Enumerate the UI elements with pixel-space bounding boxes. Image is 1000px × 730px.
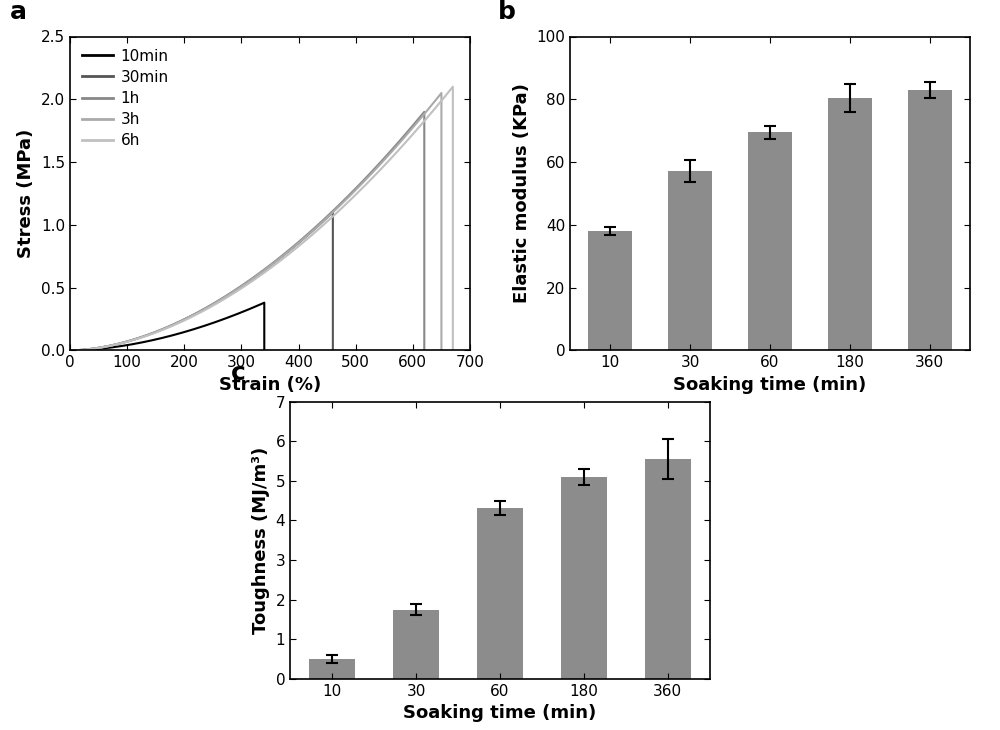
10min	[208, 318, 220, 327]
3h	[64, 346, 76, 355]
1h	[126, 336, 138, 345]
30min	[64, 346, 76, 355]
1h	[327, 207, 339, 215]
Bar	[561, 477, 607, 679]
30min	[110, 340, 122, 349]
X-axis label: Strain (%): Strain (%)	[219, 376, 321, 393]
6h	[213, 298, 225, 307]
3h	[339, 196, 351, 204]
3h	[208, 299, 220, 308]
Line: 30min: 30min	[70, 212, 333, 350]
10min	[98, 344, 110, 353]
Bar	[309, 659, 355, 679]
1h	[193, 307, 205, 316]
3h	[130, 334, 142, 343]
Text: c: c	[231, 361, 246, 385]
10min	[64, 346, 76, 355]
3h	[138, 332, 150, 341]
Bar	[588, 231, 632, 350]
Bar	[908, 90, 952, 350]
Bar	[477, 507, 523, 679]
6h	[204, 303, 216, 312]
6h	[64, 346, 76, 355]
Bar	[748, 132, 792, 350]
Y-axis label: Toughness (MJ/m³): Toughness (MJ/m³)	[252, 447, 270, 634]
6h	[348, 192, 360, 201]
30min	[166, 320, 178, 329]
1h	[134, 333, 146, 342]
10min	[140, 337, 152, 346]
Y-axis label: Stress (MPa): Stress (MPa)	[17, 128, 35, 258]
30min	[116, 339, 128, 347]
X-axis label: Soaking time (min): Soaking time (min)	[673, 376, 867, 393]
Bar	[668, 172, 712, 350]
10min	[94, 345, 106, 353]
6h	[132, 334, 144, 343]
30min	[105, 341, 117, 350]
Line: 10min: 10min	[70, 303, 264, 350]
1h	[64, 346, 76, 355]
30min	[259, 266, 271, 274]
3h	[199, 304, 211, 313]
Line: 1h: 1h	[70, 112, 424, 350]
Y-axis label: Elastic modulus (KPa): Elastic modulus (KPa)	[513, 83, 531, 304]
Text: b: b	[498, 0, 516, 24]
1h	[202, 302, 214, 311]
6h	[124, 337, 136, 345]
Bar	[645, 459, 691, 679]
3h	[122, 337, 134, 346]
Bar	[828, 98, 872, 350]
6h	[140, 331, 152, 340]
Line: 3h: 3h	[70, 93, 441, 350]
1h	[119, 337, 131, 346]
Line: 6h: 6h	[70, 87, 453, 350]
Text: a: a	[10, 0, 27, 24]
30min	[160, 323, 172, 332]
X-axis label: Soaking time (min): Soaking time (min)	[403, 704, 597, 722]
10min	[103, 343, 115, 352]
10min	[135, 338, 147, 347]
Legend: 10min, 30min, 1h, 3h, 6h: 10min, 30min, 1h, 3h, 6h	[78, 44, 173, 153]
Bar	[393, 610, 439, 679]
